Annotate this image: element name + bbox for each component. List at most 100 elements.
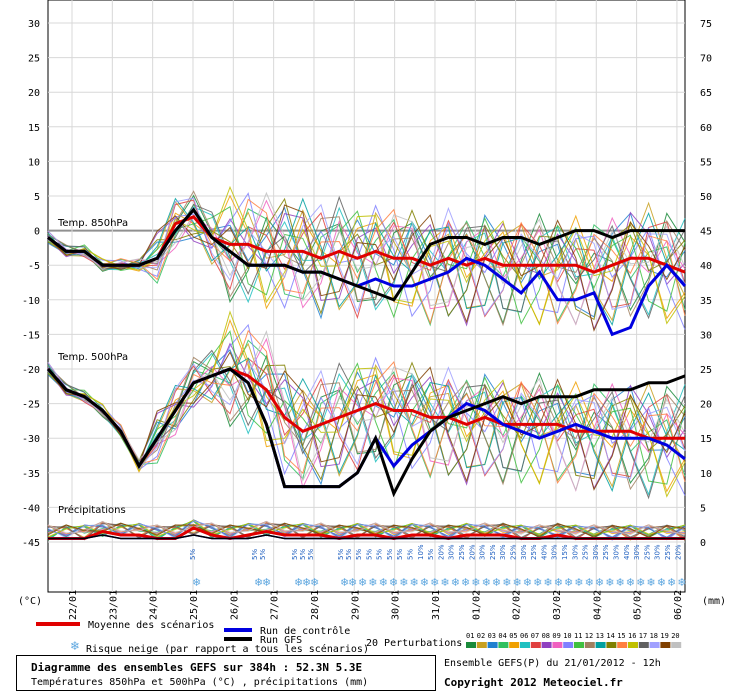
snow-risk-label: 25% [643, 544, 651, 560]
perturbation-line [47, 191, 686, 326]
snowflake-icon: ❄ [626, 576, 635, 589]
snow-risk-label: 25% [510, 544, 518, 560]
perturbation-line [47, 204, 686, 332]
date-tick-label: 25/01 [189, 590, 200, 620]
snow-risk-label: 20% [437, 544, 445, 560]
left-tick-label: 0 [34, 227, 40, 238]
diagram-title: Diagramme des ensembles GEFS sur 384h : … [31, 661, 363, 674]
right-tick-label: 30 [700, 330, 712, 341]
perturbation-id-label: 15 [617, 632, 625, 640]
snow-risk-label: 10% [417, 544, 425, 560]
perturbation-color-swatch [563, 642, 574, 648]
series-line-t850 [47, 207, 687, 337]
perturbation-color-swatch [466, 642, 476, 648]
legend-label-control: Run de contrôle [260, 625, 350, 637]
perturbation-id-label: 20 [671, 632, 679, 640]
snow-risk-label: 30% [551, 544, 559, 560]
run-info: Ensemble GEFS(P) du 21/01/2012 - 12h [444, 658, 661, 669]
right-axis-unit: (mm) [702, 596, 726, 607]
date-tick-label: 03/02 [552, 590, 563, 620]
perturbation-color-swatch [671, 642, 682, 648]
perturbation-color-swatch [617, 642, 628, 648]
date-tick-label: 27/01 [270, 590, 281, 620]
date-tick-label: 06/02 [673, 590, 684, 620]
perturbation-precip-line [47, 520, 686, 541]
snowflake-icon: ❄ [430, 576, 439, 589]
snowflake-icon: ❄ [502, 576, 511, 589]
right-tick-label: 35 [700, 296, 712, 307]
snow-risk-label: 25% [602, 544, 610, 560]
perturbation-line [47, 197, 686, 321]
right-tick-label: 45 [700, 227, 712, 238]
snow-risk-label: 5% [376, 549, 384, 560]
perturbation-id-label: 02 [477, 632, 485, 640]
snowflake-icon: ❄ [389, 576, 398, 589]
perturbation-id-label: 07 [531, 632, 539, 640]
snow-risk-label: 25% [664, 544, 672, 560]
snow-risk-label: 5% [251, 549, 259, 560]
snowflake-icon: ❄ [646, 576, 655, 589]
snowflake-icon: ❄ [616, 576, 625, 589]
date-tick-label: 23/01 [108, 590, 119, 620]
date-tick-label: 24/01 [149, 590, 160, 620]
snow-risk-label: 25% [530, 544, 538, 560]
snowflake-icon: ❄ [451, 576, 460, 589]
legend-label-snow: Risque neige (par rapport a tous les scé… [86, 643, 369, 655]
snow-risk-label: 5% [337, 549, 345, 560]
perturbation-id-label: 04 [498, 632, 506, 640]
diagram-subtitle: Températures 850hPa et 500hPa (°C) , pré… [31, 677, 369, 688]
snow-risk-label: 5% [365, 549, 373, 560]
perturbation-color-swatch [628, 642, 638, 648]
snow-risk-label: 30% [633, 544, 641, 560]
perturbation-id-label: 03 [488, 632, 496, 640]
perturbation-color-swatch [520, 642, 530, 648]
left-tick-label: -15 [22, 330, 40, 341]
snow-risk-label: 25% [458, 544, 466, 560]
right-tick-label: 55 [700, 157, 712, 168]
date-tick-label: 05/02 [633, 590, 644, 620]
perturbation-line [47, 339, 686, 482]
perturbation-color-swatch [584, 642, 595, 648]
perturbation-color-swatch [541, 642, 552, 648]
right-tick-label: 25 [700, 365, 712, 376]
snow-risk-label: 5% [259, 549, 267, 560]
perturbation-color-swatch [660, 642, 671, 648]
left-tick-label: -20 [22, 365, 40, 376]
perturbation-color-swatch [530, 642, 541, 648]
snow-risk-label: 40% [623, 544, 631, 560]
legend-label-mean: Moyenne des scénarios [88, 619, 214, 631]
date-tick-label: 31/01 [431, 590, 442, 620]
perturbation-line [47, 206, 686, 325]
snowflake-icon: ❄ [254, 576, 263, 589]
snowflake-icon: ❄ [595, 576, 604, 589]
snow-risk-label: 5% [407, 549, 415, 560]
right-tick-label: 5 [700, 503, 706, 514]
perturbation-id-label: 17 [639, 632, 647, 640]
snowflake-icon: ❄ [585, 576, 594, 589]
date-tick-label: 30/01 [391, 590, 402, 620]
date-tick-label: 28/01 [310, 590, 321, 620]
perturbation-id-label: 11 [574, 632, 582, 640]
snow-risk-label: 5% [386, 549, 394, 560]
left-tick-label: 15 [28, 123, 40, 134]
left-tick-label: -45 [22, 538, 40, 549]
perturbation-color-swatch [574, 642, 584, 648]
snowflake-icon: ❄ [471, 576, 480, 589]
snowflake-icon: ❄ [294, 576, 303, 589]
snowflake-icon: ❄ [605, 576, 614, 589]
right-tick-label: 75 [700, 19, 712, 30]
perturbation-precip-line [47, 522, 686, 539]
snowflake-icon: ❄ [543, 576, 552, 589]
snow-risk-label: 40% [540, 544, 548, 560]
perturbation-line [47, 197, 686, 327]
panel-label-t850: Temp. 850hPa [57, 218, 128, 229]
snowflake-icon: ❄ [574, 576, 583, 589]
date-tick-label: 29/01 [350, 590, 361, 620]
date-tick-label: 22/01 [68, 590, 79, 620]
legend-snowflake-icon: ❄ [70, 639, 80, 653]
snow-risk-label: 5% [307, 549, 315, 560]
panel-label-precip: Précipitations [58, 504, 126, 516]
series-line-t850 [47, 207, 685, 302]
